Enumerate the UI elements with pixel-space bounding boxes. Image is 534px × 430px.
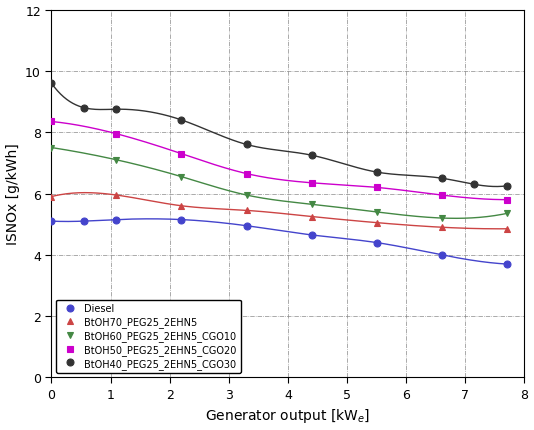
Diesel	[244, 224, 250, 229]
Diesel	[504, 262, 510, 267]
BtOH70_PEG25_2EHN5	[113, 193, 120, 198]
BtOH60_PEG25_2EHN5_CGO10	[504, 212, 510, 217]
Diesel	[113, 218, 120, 223]
BtOH40_PEG25_2EHN5_CGO30	[373, 170, 380, 175]
Diesel	[373, 240, 380, 246]
Diesel	[308, 233, 315, 238]
BtOH50_PEG25_2EHN5_CGO20	[48, 120, 54, 125]
BtOH40_PEG25_2EHN5_CGO30	[504, 184, 510, 189]
Line: BtOH40_PEG25_2EHN5_CGO30: BtOH40_PEG25_2EHN5_CGO30	[48, 80, 510, 190]
Diesel	[48, 219, 54, 224]
BtOH70_PEG25_2EHN5	[244, 208, 250, 213]
Line: BtOH70_PEG25_2EHN5: BtOH70_PEG25_2EHN5	[48, 192, 510, 233]
BtOH60_PEG25_2EHN5_CGO10	[308, 202, 315, 207]
Line: BtOH60_PEG25_2EHN5_CGO10: BtOH60_PEG25_2EHN5_CGO10	[48, 145, 510, 222]
Legend: Diesel, BtOH70_PEG25_2EHN5, BtOH60_PEG25_2EHN5_CGO10, BtOH50_PEG25_2EHN5_CGO20, : Diesel, BtOH70_PEG25_2EHN5, BtOH60_PEG25…	[56, 300, 241, 373]
BtOH50_PEG25_2EHN5_CGO20	[244, 172, 250, 177]
BtOH40_PEG25_2EHN5_CGO30	[178, 118, 185, 123]
BtOH70_PEG25_2EHN5	[178, 204, 185, 209]
Diesel	[81, 219, 87, 224]
BtOH60_PEG25_2EHN5_CGO10	[438, 216, 445, 221]
BtOH50_PEG25_2EHN5_CGO20	[373, 185, 380, 190]
BtOH40_PEG25_2EHN5_CGO30	[81, 106, 87, 111]
BtOH40_PEG25_2EHN5_CGO30	[308, 153, 315, 158]
BtOH50_PEG25_2EHN5_CGO20	[113, 132, 120, 137]
Line: BtOH50_PEG25_2EHN5_CGO20: BtOH50_PEG25_2EHN5_CGO20	[48, 119, 510, 204]
BtOH40_PEG25_2EHN5_CGO30	[471, 182, 477, 187]
BtOH70_PEG25_2EHN5	[308, 215, 315, 220]
BtOH50_PEG25_2EHN5_CGO20	[504, 198, 510, 203]
BtOH50_PEG25_2EHN5_CGO20	[308, 181, 315, 186]
Diesel	[178, 218, 185, 223]
BtOH40_PEG25_2EHN5_CGO30	[113, 108, 120, 113]
BtOH70_PEG25_2EHN5	[48, 194, 54, 200]
BtOH40_PEG25_2EHN5_CGO30	[438, 176, 445, 181]
BtOH60_PEG25_2EHN5_CGO10	[178, 175, 185, 180]
BtOH40_PEG25_2EHN5_CGO30	[244, 142, 250, 147]
Line: Diesel: Diesel	[48, 217, 510, 268]
BtOH60_PEG25_2EHN5_CGO10	[244, 193, 250, 198]
BtOH60_PEG25_2EHN5_CGO10	[113, 158, 120, 163]
BtOH50_PEG25_2EHN5_CGO20	[438, 193, 445, 198]
BtOH40_PEG25_2EHN5_CGO30	[48, 81, 54, 86]
BtOH60_PEG25_2EHN5_CGO10	[373, 210, 380, 215]
BtOH70_PEG25_2EHN5	[373, 221, 380, 226]
BtOH70_PEG25_2EHN5	[438, 225, 445, 230]
Diesel	[438, 253, 445, 258]
BtOH70_PEG25_2EHN5	[504, 227, 510, 232]
Y-axis label: ISNOx [g/kWh]: ISNOx [g/kWh]	[5, 143, 20, 245]
X-axis label: Generator output [kW$_e$]: Generator output [kW$_e$]	[206, 406, 371, 424]
BtOH50_PEG25_2EHN5_CGO20	[178, 152, 185, 157]
BtOH60_PEG25_2EHN5_CGO10	[48, 146, 54, 151]
